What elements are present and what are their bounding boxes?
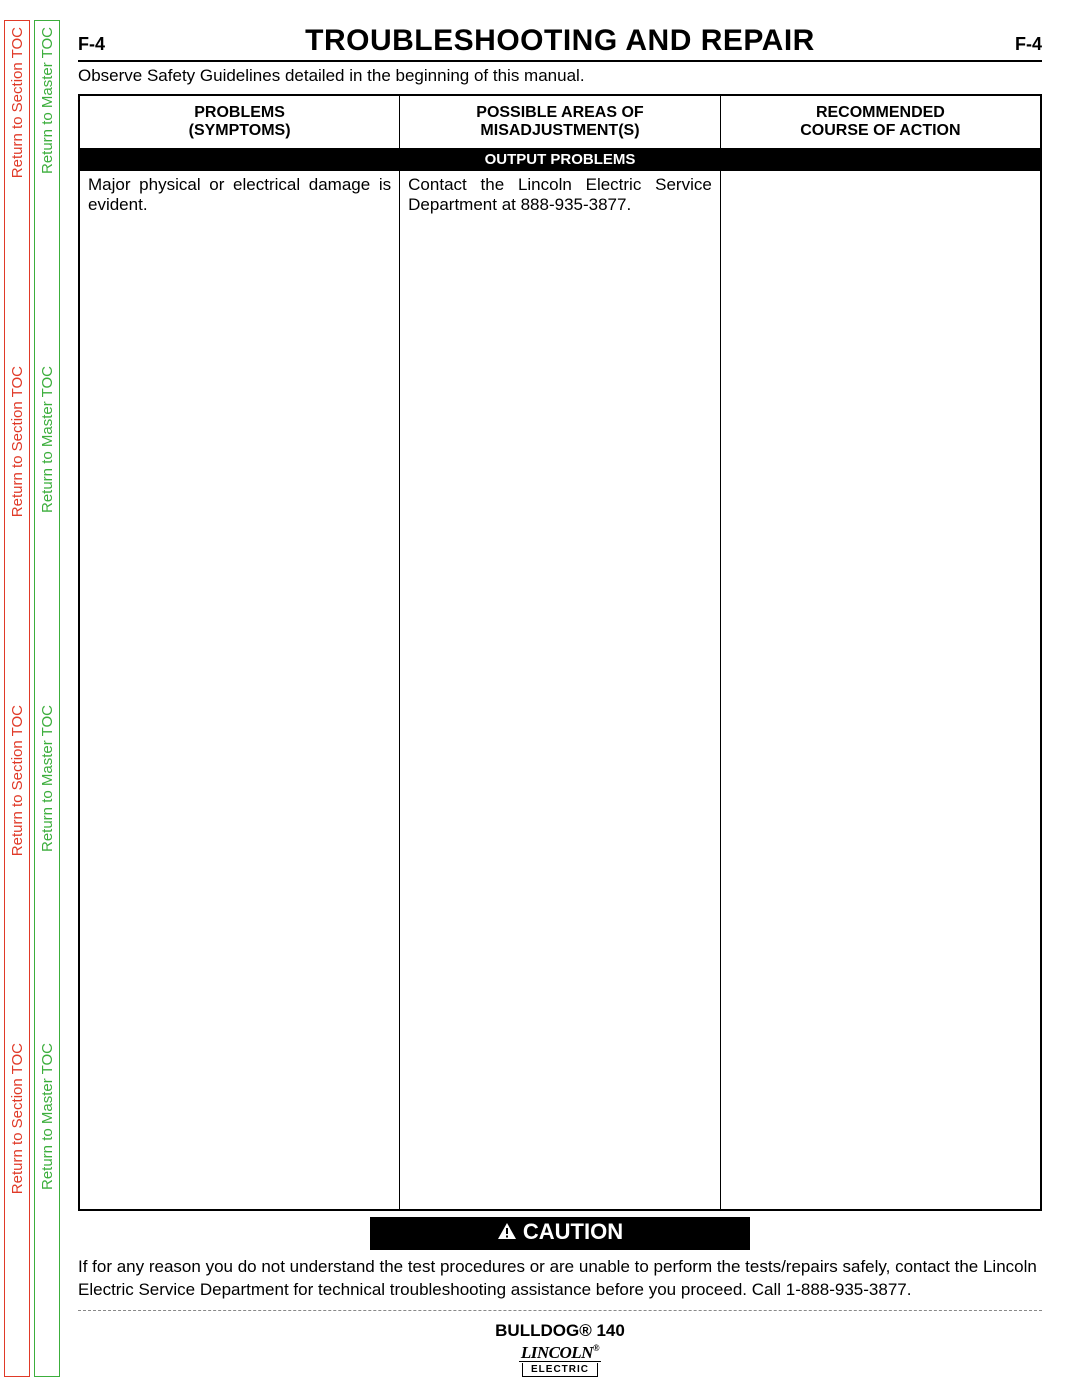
- troubleshooting-table: PROBLEMS(SYMPTOMS) POSSIBLE AREAS OFMISA…: [78, 94, 1042, 1211]
- caution-text: If for any reason you do not understand …: [78, 1256, 1042, 1311]
- section-toc-link[interactable]: Return to Section TOC: [9, 1037, 26, 1200]
- master-toc-link[interactable]: Return to Master TOC: [39, 21, 56, 180]
- footer: BULLDOG® 140 LINCOLN® ELECTRIC: [78, 1321, 1042, 1377]
- master-toc-column: Return to Master TOC Return to Master TO…: [34, 20, 60, 1377]
- section-toc-link[interactable]: Return to Section TOC: [9, 699, 26, 862]
- page-code-left: F-4: [78, 34, 105, 55]
- col-header-action: RECOMMENDEDCOURSE OF ACTION: [720, 95, 1041, 148]
- cell-possible: Contact the Lincoln Electric Service Dep…: [400, 171, 721, 1210]
- caution-bar: CAUTION: [370, 1217, 750, 1250]
- page-content: F-4 TROUBLESHOOTING AND REPAIR F-4 Obser…: [78, 24, 1042, 1373]
- side-tab-container: Return to Section TOC Return to Section …: [0, 20, 60, 1377]
- master-toc-link[interactable]: Return to Master TOC: [39, 699, 56, 858]
- master-toc-link[interactable]: Return to Master TOC: [39, 360, 56, 519]
- lincoln-logo: LINCOLN® ELECTRIC: [508, 1343, 612, 1377]
- page-header: F-4 TROUBLESHOOTING AND REPAIR F-4: [78, 24, 1042, 62]
- section-toc-column: Return to Section TOC Return to Section …: [4, 20, 30, 1377]
- section-toc-link[interactable]: Return to Section TOC: [9, 360, 26, 523]
- table-row: Major physical or electrical damage is e…: [79, 171, 1041, 1210]
- page-title: TROUBLESHOOTING AND REPAIR: [305, 24, 815, 58]
- col-header-problems: PROBLEMS(SYMPTOMS): [79, 95, 400, 148]
- col-header-possible: POSSIBLE AREAS OFMISADJUSTMENT(S): [400, 95, 721, 148]
- safety-note: Observe Safety Guidelines detailed in th…: [78, 66, 1042, 86]
- section-toc-link[interactable]: Return to Section TOC: [9, 21, 26, 184]
- warning-icon: [497, 1220, 517, 1246]
- master-toc-link[interactable]: Return to Master TOC: [39, 1037, 56, 1196]
- section-band: OUTPUT PROBLEMS: [79, 148, 1041, 171]
- model-name: BULLDOG® 140: [78, 1321, 1042, 1341]
- page-code-right: F-4: [1015, 34, 1042, 55]
- cell-problem: Major physical or electrical damage is e…: [79, 171, 400, 1210]
- caution-label: CAUTION: [523, 1219, 623, 1244]
- cell-action: [720, 171, 1041, 1210]
